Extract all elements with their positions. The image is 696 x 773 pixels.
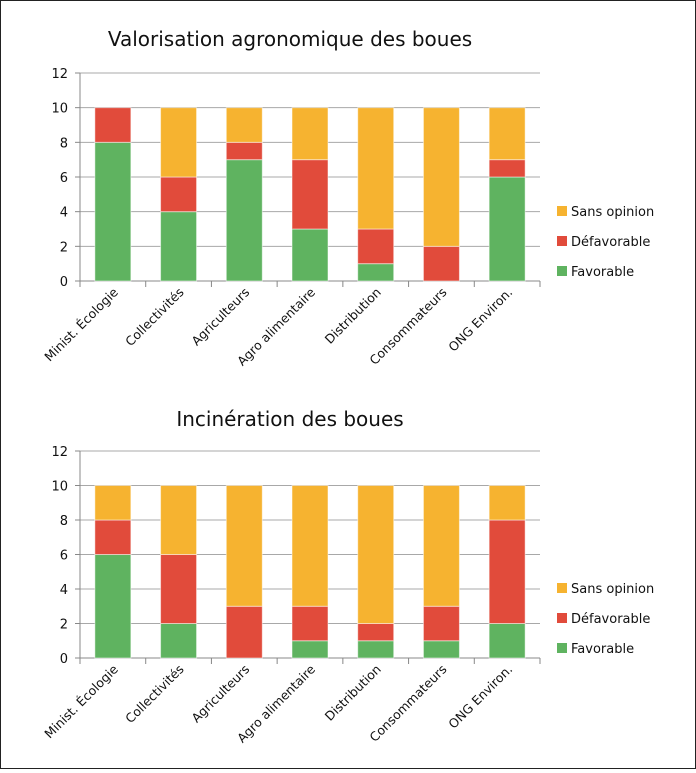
legend-label: Défavorable	[571, 235, 650, 250]
bar-segment	[357, 623, 395, 642]
legend-label: Favorable	[571, 265, 634, 280]
bar-segment	[357, 228, 395, 265]
y-tick-label: 4	[60, 583, 68, 598]
y-tick-label: 10	[51, 102, 68, 117]
bar-segment	[422, 107, 460, 247]
legend-label: Sans opinion	[571, 582, 654, 597]
legend-swatch	[557, 236, 567, 246]
bar-segment	[94, 107, 132, 143]
bar-segment	[488, 107, 526, 161]
y-tick-label: 6	[60, 171, 68, 186]
bar-segment	[160, 176, 198, 213]
bar-segment	[422, 605, 460, 642]
chart-title: Incinération des boues	[176, 407, 403, 431]
bar-segment	[488, 519, 526, 624]
legend-label: Défavorable	[571, 612, 650, 627]
legend-label: Favorable	[571, 642, 634, 657]
bar-segment	[291, 640, 329, 659]
bar-segment	[160, 623, 198, 659]
bar-segment	[357, 640, 395, 659]
y-tick-label: 10	[51, 480, 68, 495]
legend-swatch	[557, 583, 567, 593]
chart-title: Valorisation agronomique des boues	[108, 27, 472, 51]
legend-label: Sans opinion	[571, 205, 654, 220]
bar-segment	[357, 107, 395, 230]
bar-segment	[225, 485, 263, 607]
y-tick-label: 2	[60, 618, 68, 633]
y-tick-label: 2	[60, 240, 68, 255]
bar-segment	[488, 485, 526, 521]
bar-segment	[94, 141, 132, 282]
bar-segment	[357, 263, 395, 282]
bar-segment	[291, 159, 329, 230]
bar-segment	[225, 141, 263, 161]
bar-segment	[291, 228, 329, 282]
legend-swatch	[557, 613, 567, 623]
y-tick-label: 6	[60, 549, 68, 564]
bar-segment	[488, 159, 526, 178]
bar-segment	[357, 485, 395, 624]
bar-segment	[225, 605, 263, 659]
y-tick-label: 8	[60, 136, 68, 151]
bar-segment	[422, 640, 460, 659]
y-tick-label: 12	[51, 445, 68, 460]
bar-segment	[160, 211, 198, 282]
bar-segment	[488, 623, 526, 659]
y-tick-label: 0	[60, 275, 68, 290]
bar-segment	[225, 159, 263, 282]
bar-segment	[94, 485, 132, 521]
bar-segment	[422, 245, 460, 282]
y-tick-label: 4	[60, 206, 68, 221]
bar-segment	[225, 107, 263, 143]
bar-segment	[160, 107, 198, 178]
bar-segment	[291, 485, 329, 607]
y-tick-label: 0	[60, 652, 68, 667]
bar-segment	[160, 554, 198, 624]
bar-segment	[94, 554, 132, 659]
legend-swatch	[557, 206, 567, 216]
bar-segment	[160, 485, 198, 555]
y-tick-label: 12	[51, 67, 68, 82]
bar-segment	[488, 176, 526, 282]
legend-swatch	[557, 643, 567, 653]
bar-segment	[94, 519, 132, 555]
bar-segment	[422, 485, 460, 607]
bar-segment	[291, 107, 329, 161]
legend-swatch	[557, 266, 567, 276]
y-tick-label: 8	[60, 514, 68, 529]
bar-segment	[291, 605, 329, 642]
